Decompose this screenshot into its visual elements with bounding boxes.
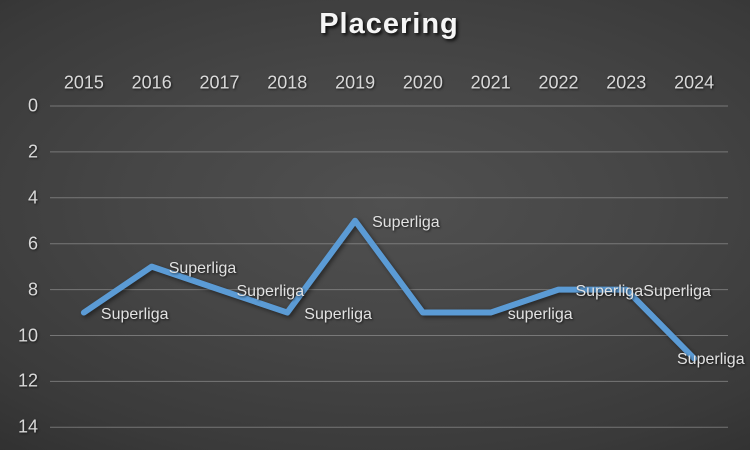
chart-title: Placering <box>319 8 459 40</box>
x-axis-label: 2019 <box>335 72 376 93</box>
y-axis-tick-label: 2 <box>27 141 38 162</box>
data-label: Superliga <box>100 305 169 323</box>
data-label: Superliga <box>643 282 711 300</box>
y-axis-tick-label: 12 <box>17 370 38 391</box>
data-label: Superliga <box>236 282 305 300</box>
series-line <box>80 217 698 362</box>
data-label: superliga <box>507 305 573 323</box>
data-label: Superliga <box>168 259 237 277</box>
x-axis-label: 2015 <box>63 72 104 93</box>
data-label: Superliga <box>677 351 745 369</box>
y-axis-tick-label: 6 <box>27 233 38 254</box>
x-axis-label: 2023 <box>606 72 647 93</box>
data-label: Superliga <box>575 282 644 300</box>
y-axis-tick-label: 8 <box>27 279 38 300</box>
y-axis-tick-label: 4 <box>27 187 38 208</box>
x-axis-label: 2024 <box>674 72 715 93</box>
y-axis-tick-label: 10 <box>17 325 38 345</box>
data-label: Superliga <box>372 213 440 231</box>
x-axis-label: 2021 <box>470 72 511 93</box>
data-label: Superliga <box>304 305 372 323</box>
x-axis-label: 2022 <box>538 72 579 93</box>
x-axis-label: 2016 <box>131 72 172 93</box>
y-axis-tick-label: 14 <box>17 416 38 437</box>
x-axis-label: 2020 <box>402 72 443 93</box>
x-axis-label: 2018 <box>267 72 308 93</box>
x-axis-label: 2017 <box>199 72 240 93</box>
y-axis-tick-label: 0 <box>27 95 38 116</box>
